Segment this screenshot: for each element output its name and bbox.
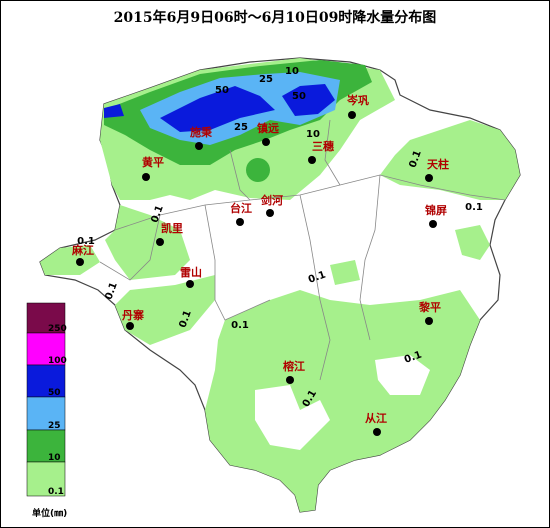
rain-area-light [40,58,520,512]
legend-label: 25 [48,421,61,431]
city-dot [142,173,150,181]
contour-label: 50 [292,91,306,102]
city-dot [348,111,356,119]
city-label: 凯里 [161,221,183,235]
city-dot [425,174,433,182]
city-dot [425,317,433,325]
dry-area [255,355,430,450]
city-label: 台江 [230,201,252,215]
rain-area-50 [282,84,335,116]
city-dot [156,238,164,246]
city-dot [236,218,244,226]
contour-label: 10 [306,129,320,140]
legend-label: 50 [48,388,61,398]
contour-label: 25 [259,74,273,85]
city-label: 天柱 [427,157,449,171]
rain-area-10 [246,158,270,182]
city-dot [262,138,270,146]
city-dot [429,220,437,228]
city-label: 丹寨 [122,308,144,322]
title: 2015年6月9日06时～6月10日09时降水量分布图 [114,9,437,26]
legend-swatch [26,461,66,497]
legend-swatch [26,302,66,334]
city-label: 三穗 [312,139,334,153]
contour-label: 0.1 [465,202,483,213]
legend-label: 250 [48,324,67,334]
city-label: 施秉 [190,125,213,139]
contour-label: 0.1 [77,236,95,247]
contour-label: 10 [285,66,299,77]
contour-label: 25 [234,122,248,133]
legend-swatch [26,429,66,463]
county-border [99,119,506,381]
city-label: 雷山 [180,265,202,279]
city-dot [126,322,134,330]
city-dot [308,156,316,164]
rain-area-50 [104,104,124,118]
city-label: 榕江 [283,359,305,373]
city-label: 从江 [365,411,387,425]
city-dot [286,376,294,384]
rain-area-50 [160,86,275,132]
city-label: 麻江 [71,243,94,257]
legend-unit: 单位(㎜) [32,507,67,519]
city-dot [186,280,194,288]
city-label: 镇远 [257,121,279,135]
contour-label: 0.1 [231,320,249,331]
legend-label: 0.1 [48,487,64,497]
legend-swatch [26,332,66,366]
legend-swatch [26,396,66,431]
legend-label: 100 [48,356,67,366]
city-label: 黎平 [419,300,441,314]
city-dot [373,428,381,436]
city-label: 黄平 [142,155,164,169]
city-label: 锦屏 [425,203,447,217]
legend-swatch [26,364,66,398]
legend-label: 10 [48,453,61,463]
city-dot [195,142,203,150]
contour-label: 50 [215,85,229,96]
city-dot [266,209,274,217]
city-label: 剑河 [260,193,283,207]
city-label: 岑巩 [346,93,369,107]
city-dot [76,258,84,266]
